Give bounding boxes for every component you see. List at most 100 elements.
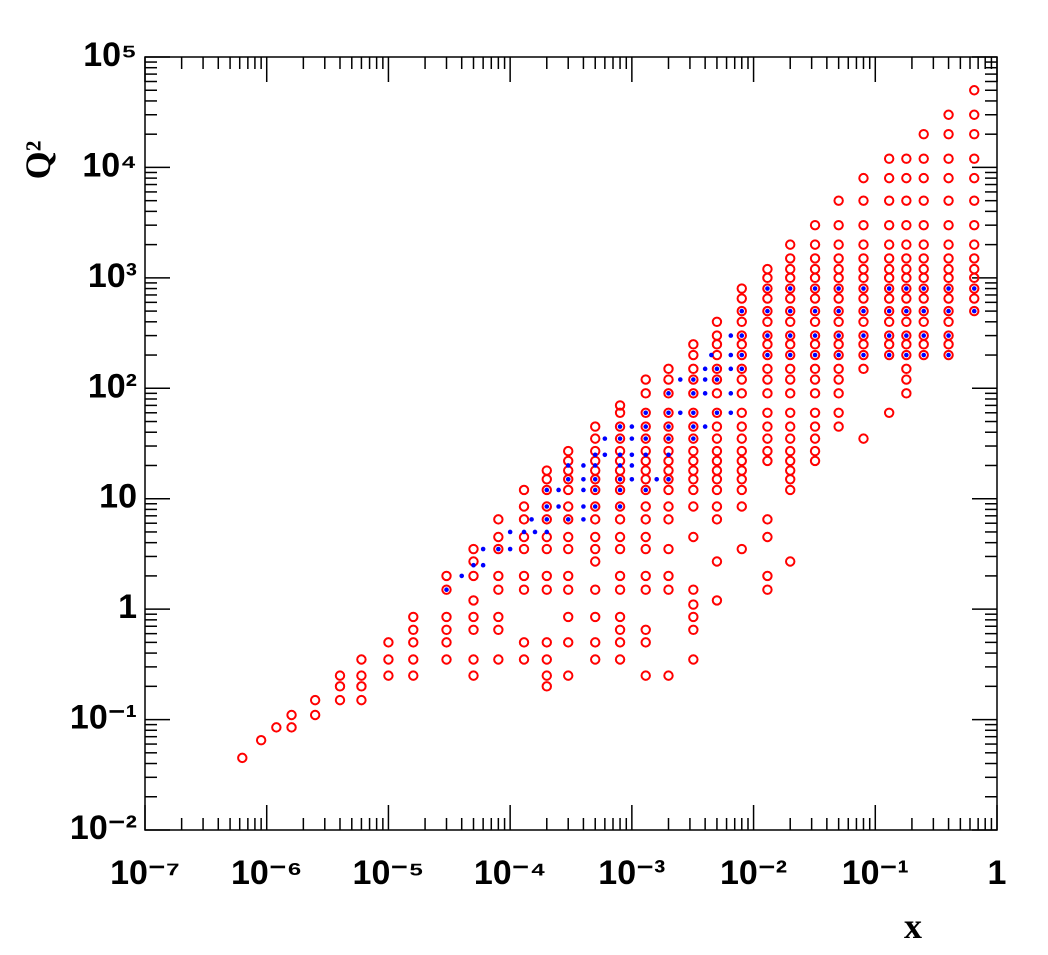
data-point [901,363,912,375]
data-point [617,463,623,468]
data-point [833,316,844,328]
data-point [809,363,821,375]
data-point [861,308,866,314]
data-point [444,587,449,592]
data-point [356,694,367,706]
data-point [563,584,574,595]
data-point [918,305,929,317]
data-point [640,474,651,485]
data-point [663,407,674,418]
data-point [969,283,980,294]
data-point [666,410,671,416]
data-point [858,339,869,350]
data-point [663,421,674,432]
data-point [691,410,696,416]
data-point [943,153,954,164]
data-point [809,374,821,385]
data-point [617,452,623,458]
data-point [309,709,321,721]
data-point [762,293,773,304]
data-point [590,421,601,432]
data-point [518,584,530,595]
data-point [736,543,747,555]
data-point [688,501,699,512]
data-point [617,476,623,482]
data-point [629,436,635,441]
data-point [809,388,821,399]
data-point [640,670,651,681]
data-point [969,195,980,206]
data-point [541,570,552,582]
data-point [918,219,929,231]
data-point [833,219,844,231]
data-point [812,333,818,338]
data-point [614,531,626,543]
data-point [709,352,714,358]
data-point [858,219,869,231]
data-point [614,421,626,432]
data-point [493,543,504,555]
data-point [640,421,651,432]
data-point [711,445,723,457]
data-point [471,562,476,568]
data-point [640,388,651,399]
data-point [356,654,367,665]
data-point [969,172,980,184]
data-point [563,570,574,582]
data-point [762,514,773,525]
data-point [614,407,626,418]
data-point [563,484,574,496]
data-point [736,433,747,444]
data-point [617,424,623,429]
data-point [736,293,747,304]
data-point [762,531,773,543]
data-point [617,436,623,441]
data-point [809,433,821,444]
data-point [833,305,844,317]
data-point [785,363,796,375]
data-point [883,305,895,317]
data-point [918,293,929,304]
data-point [833,374,844,385]
data-point [736,421,747,432]
data-point [663,465,674,476]
data-point [468,654,479,665]
data-point [711,514,723,525]
data-point [858,283,869,294]
data-point [858,316,869,328]
data-point [785,283,796,294]
data-point [688,474,699,485]
data-point [590,484,601,496]
data-point [590,611,601,623]
data-point [969,219,980,231]
data-point [614,543,626,555]
data-point [858,363,869,375]
data-point [918,283,929,294]
data-point [918,195,929,206]
data-point [901,263,912,275]
data-point [736,407,747,418]
data-point [468,670,479,681]
data-point [833,388,844,399]
data-point [640,465,651,476]
data-point [943,339,954,350]
data-point [728,333,734,338]
data-point [643,436,649,441]
data-point [441,570,452,582]
data-point [711,349,723,361]
data-point [565,476,571,482]
data-point [836,333,841,338]
data-point [736,349,747,361]
data-point [286,709,297,721]
data-point [904,352,909,358]
data-point [711,421,723,432]
data-point [581,487,586,493]
data-point [787,333,793,338]
data-point [904,333,909,338]
data-point [590,556,601,567]
data-point [739,308,745,314]
data-point [901,153,912,164]
data-point [711,363,723,375]
data-point [468,543,479,555]
data-point [943,263,954,275]
